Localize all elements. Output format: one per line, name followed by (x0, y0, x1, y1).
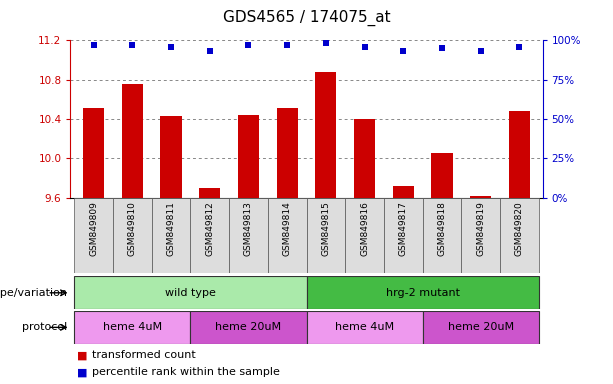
Bar (199, 188, 221, 198)
Text: protocol: protocol (22, 322, 67, 333)
Point (360, 43, 370, 50)
Bar (83, 108, 104, 198)
Bar (276, 108, 298, 198)
Text: GSM849811: GSM849811 (167, 202, 175, 257)
Text: percentile rank within the sample: percentile rank within the sample (92, 367, 280, 377)
Bar (422, 198, 461, 273)
Text: GSM849816: GSM849816 (360, 202, 369, 257)
Text: GDS4565 / 174075_at: GDS4565 / 174075_at (223, 10, 390, 26)
Text: heme 20uM: heme 20uM (447, 322, 514, 333)
Bar (509, 111, 530, 198)
Point (476, 48, 485, 55)
Text: ■: ■ (77, 367, 87, 377)
Text: GSM849820: GSM849820 (515, 202, 524, 256)
Bar (268, 198, 306, 273)
Text: GSM849814: GSM849814 (283, 202, 292, 256)
Bar (461, 198, 500, 273)
Bar (161, 116, 181, 198)
Text: heme 20uM: heme 20uM (215, 322, 281, 333)
Text: genotype/variation: genotype/variation (0, 288, 67, 298)
Bar (500, 198, 539, 273)
Bar (74, 311, 191, 344)
Point (282, 42, 292, 48)
Point (243, 42, 253, 48)
Text: heme 4uM: heme 4uM (335, 322, 394, 333)
Point (321, 40, 331, 46)
Bar (306, 311, 422, 344)
Text: GSM849810: GSM849810 (128, 202, 137, 257)
Bar (306, 198, 345, 273)
Text: GSM849809: GSM849809 (89, 202, 98, 257)
Text: transformed count: transformed count (92, 350, 196, 360)
Text: GSM849817: GSM849817 (398, 202, 408, 257)
Point (89, 42, 99, 48)
Text: GSM849813: GSM849813 (244, 202, 253, 257)
Point (437, 45, 447, 51)
Bar (74, 198, 113, 273)
Bar (306, 276, 539, 309)
Text: ■: ■ (77, 350, 87, 360)
Bar (191, 198, 229, 273)
Point (205, 48, 215, 55)
Bar (470, 196, 491, 198)
Bar (384, 198, 422, 273)
Bar (191, 311, 306, 344)
Bar (74, 276, 306, 309)
Point (514, 43, 524, 50)
Bar (354, 119, 375, 198)
Text: hrg-2 mutant: hrg-2 mutant (386, 288, 460, 298)
Text: GSM849819: GSM849819 (476, 202, 485, 257)
Bar (315, 72, 337, 198)
Bar (229, 198, 268, 273)
Bar (238, 115, 259, 198)
Bar (122, 84, 143, 198)
Bar (392, 186, 414, 198)
Bar (113, 198, 152, 273)
Bar (432, 154, 452, 198)
Bar (152, 198, 191, 273)
Point (398, 48, 408, 55)
Text: GSM849818: GSM849818 (438, 202, 446, 257)
Bar (345, 198, 384, 273)
Point (166, 43, 176, 50)
Bar (422, 311, 539, 344)
Text: GSM849812: GSM849812 (205, 202, 215, 256)
Text: heme 4uM: heme 4uM (103, 322, 162, 333)
Text: GSM849815: GSM849815 (321, 202, 330, 257)
Text: wild type: wild type (165, 288, 216, 298)
Point (128, 42, 137, 48)
